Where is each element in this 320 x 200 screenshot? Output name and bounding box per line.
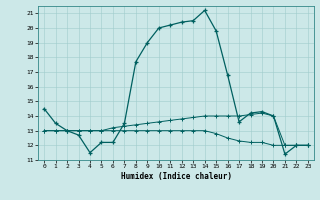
X-axis label: Humidex (Indice chaleur): Humidex (Indice chaleur) [121,172,231,181]
